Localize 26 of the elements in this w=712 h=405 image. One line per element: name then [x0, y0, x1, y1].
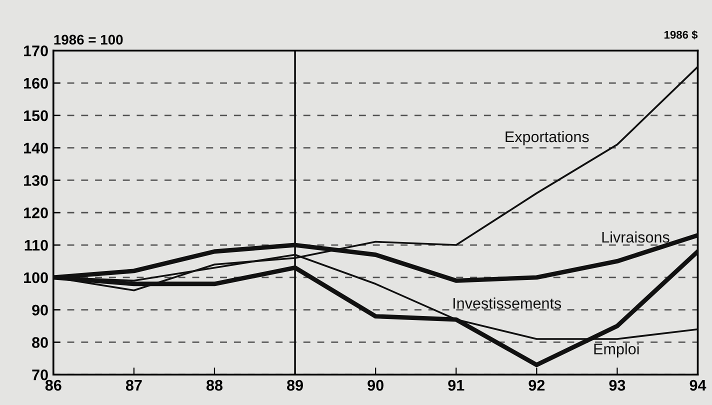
- y-tick-label: 130: [24, 175, 48, 186]
- text: 1986 $: [664, 30, 698, 40]
- x-tick-label: 86: [45, 380, 62, 391]
- x-tick-label: 89: [287, 380, 303, 391]
- x-tick-label: 87: [126, 380, 142, 391]
- series-label: Emploi: [594, 343, 639, 358]
- x-tick-label: 93: [609, 380, 626, 391]
- series-label: Exportations: [506, 130, 589, 146]
- x-tick-label: 92: [528, 380, 545, 391]
- y-tick-label: 170: [24, 45, 48, 56]
- x-tick-label: 90: [368, 380, 384, 391]
- x-tick-label: 94: [690, 380, 706, 391]
- x-tick-label: 91: [448, 380, 464, 391]
- y-tick-label: 140: [24, 142, 48, 154]
- y-tick-label: 80: [32, 337, 48, 348]
- y-tick-label: 100: [24, 272, 48, 284]
- y-tick-label: 110: [24, 240, 48, 251]
- y-axis-title: 1986 = 100: [54, 34, 123, 45]
- y-tick-label: 120: [24, 207, 48, 218]
- y-tick-label: 150: [24, 110, 48, 122]
- y-tick-label: 90: [32, 304, 48, 316]
- series-label: Investissements: [454, 298, 562, 309]
- y-tick-label: 160: [24, 78, 48, 89]
- series-label: Livraisons: [602, 231, 670, 243]
- y-tick-label: 70: [32, 369, 48, 380]
- x-tick-label: 88: [206, 380, 223, 391]
